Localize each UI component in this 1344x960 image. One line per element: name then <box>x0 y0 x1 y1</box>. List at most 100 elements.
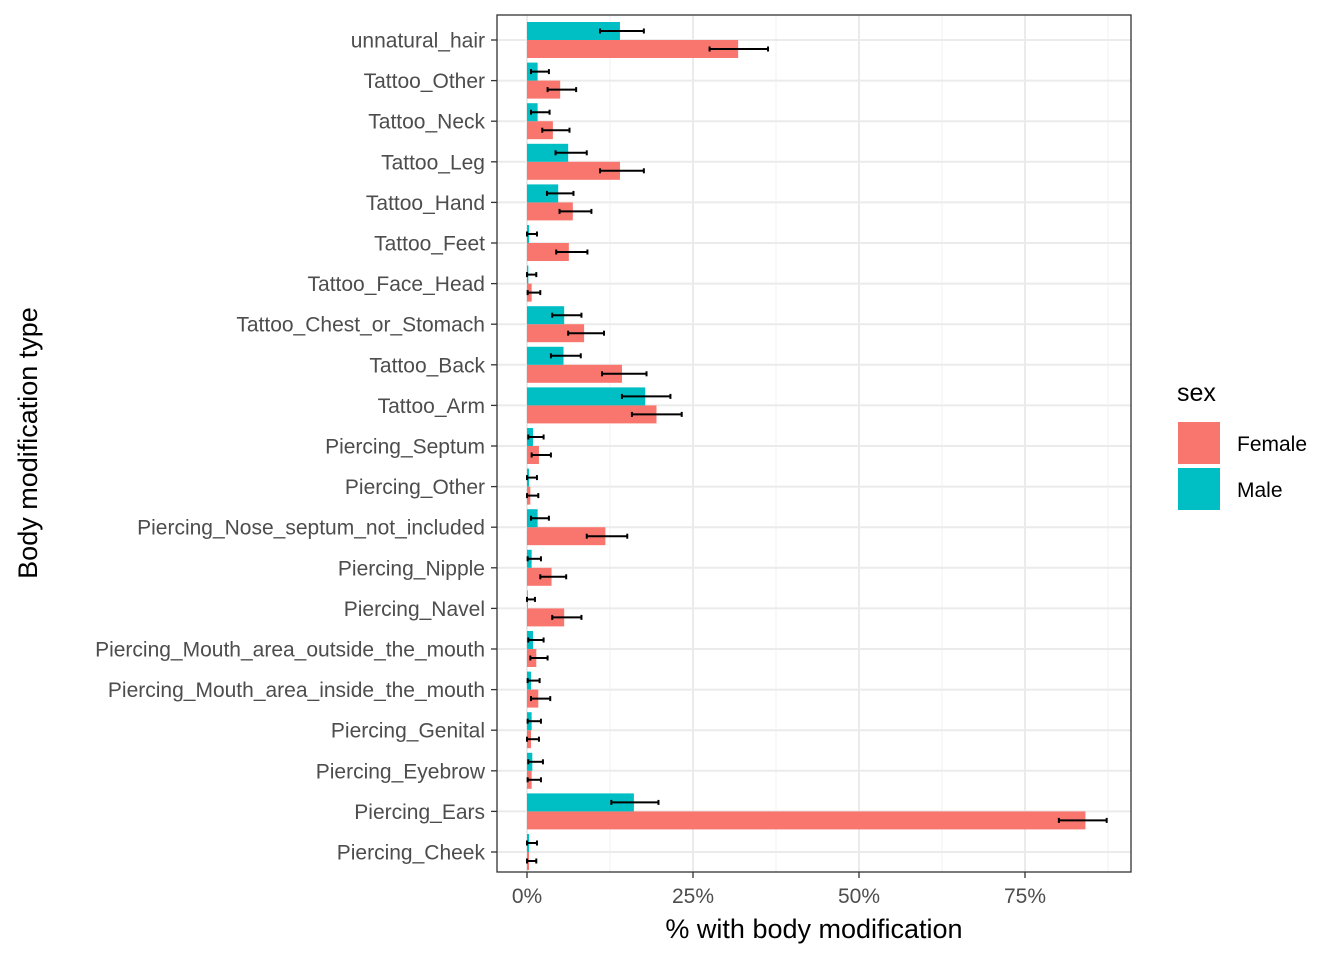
bar-male-unnatural-hair <box>527 22 620 40</box>
errorbar-male-piercing-mouth-area-outside-the-mouth <box>527 637 545 643</box>
errorbar-male-piercing-genital <box>526 718 542 724</box>
y-tick-label-piercing-other: Piercing_Other <box>345 476 485 499</box>
y-tick-label-tattoo-face-head: Tattoo_Face_Head <box>308 273 485 296</box>
errorbar-female-piercing-other <box>526 493 540 499</box>
panel-background <box>497 15 1131 872</box>
y-tick-label-piercing-nipple: Piercing_Nipple <box>338 557 485 580</box>
errorbar-female-tattoo-back <box>601 371 648 377</box>
errorbar-male-piercing-nipple <box>526 556 542 562</box>
errorbar-female-tattoo-leg <box>599 168 645 174</box>
y-tick-label-tattoo-arm: Tattoo_Arm <box>378 395 485 418</box>
errorbar-female-piercing-navel <box>551 614 583 620</box>
errorbar-female-tattoo-other <box>546 87 578 93</box>
errorbar-male-tattoo-other <box>529 69 550 75</box>
errorbar-male-tattoo-arm <box>620 393 672 399</box>
errorbar-male-tattoo-neck <box>529 109 551 115</box>
x-tick-label: 50% <box>838 885 880 908</box>
y-tick-label-tattoo-hand: Tattoo_Hand <box>366 192 485 215</box>
legend-label-male: Male <box>1237 479 1283 502</box>
errorbar-layer <box>526 28 1108 864</box>
errorbar-male-piercing-septum <box>527 434 545 440</box>
errorbar-male-piercing-ears <box>610 799 660 805</box>
y-tick-label-unnatural-hair: unnatural_hair <box>351 30 485 53</box>
errorbar-male-piercing-cheek <box>526 840 538 846</box>
x-axis: 0% 25% 50% 75% <box>512 872 1046 908</box>
errorbar-female-tattoo-hand <box>558 208 593 214</box>
bar-male-piercing-ears <box>527 793 634 812</box>
bar-female-tattoo-neck <box>527 121 553 140</box>
errorbar-male-unnatural-hair <box>599 28 645 34</box>
errorbar-female-piercing-cheek <box>526 858 538 864</box>
errorbar-female-piercing-septum <box>530 452 552 458</box>
bar-female-piercing-nose-septum-not-included <box>527 527 606 546</box>
errorbar-male-tattoo-chest-or-stomach <box>551 312 583 318</box>
y-tick-label-piercing-septum: Piercing_Septum <box>325 436 485 459</box>
panel-border <box>496 14 1132 873</box>
errorbar-male-piercing-eyebrow <box>527 759 544 765</box>
errorbar-female-tattoo-feet <box>555 249 589 255</box>
errorbar-female-tattoo-chest-or-stomach <box>567 330 606 336</box>
errorbar-female-piercing-genital <box>526 736 540 742</box>
legend-key-male <box>1178 468 1220 510</box>
legend-label-female: Female <box>1237 433 1307 456</box>
errorbar-female-tattoo-arm <box>630 411 683 417</box>
legend-title: sex <box>1177 379 1216 407</box>
errorbar-male-tattoo-face-head <box>526 272 538 278</box>
y-axis-title: Body modification type <box>13 307 43 579</box>
y-tick-label-piercing-cheek: Piercing_Cheek <box>337 842 486 865</box>
legend: sex Female Male <box>1177 379 1307 510</box>
errorbar-male-tattoo-back <box>549 353 582 359</box>
errorbar-male-piercing-nose-septum-not-included <box>529 515 550 521</box>
y-tick-label-piercing-mouth-area-inside-the-mouth: Piercing_Mouth_area_inside_the_mouth <box>108 679 485 702</box>
y-tick-label-piercing-navel: Piercing_Navel <box>344 598 485 621</box>
bar-female-tattoo-back <box>527 364 622 383</box>
errorbar-male-tattoo-leg <box>554 150 588 156</box>
y-tick-label-piercing-mouth-area-outside-the-mouth: Piercing_Mouth_area_outside_the_mouth <box>95 639 485 662</box>
y-tick-label-tattoo-leg: Tattoo_Leg <box>381 151 485 174</box>
bar-female-tattoo-feet <box>527 243 569 261</box>
x-tick-label: 0% <box>512 885 542 908</box>
x-tick-label: 75% <box>1004 885 1046 908</box>
bar-female-piercing-ears <box>527 811 1086 830</box>
errorbar-male-piercing-mouth-area-inside-the-mouth <box>526 678 541 684</box>
bar-male-tattoo-arm <box>527 387 646 406</box>
errorbar-female-piercing-mouth-area-inside-the-mouth <box>529 696 552 702</box>
y-tick-label-piercing-genital: Piercing_Genital <box>331 720 485 743</box>
x-axis-title: % with body modification <box>665 914 962 944</box>
errorbar-female-piercing-nipple <box>539 574 568 580</box>
bar-female-tattoo-arm <box>527 405 657 424</box>
y-tick-label-tattoo-other: Tattoo_Other <box>364 70 485 93</box>
errorbar-female-piercing-eyebrow <box>526 777 542 783</box>
y-tick-label-piercing-ears: Piercing_Ears <box>354 801 485 824</box>
bar-female-unnatural-hair <box>527 40 739 58</box>
errorbar-female-tattoo-face-head <box>526 290 542 296</box>
y-tick-label-tattoo-neck: Tattoo_Neck <box>368 111 485 134</box>
errorbar-female-piercing-nose-septum-not-included <box>585 533 629 539</box>
y-tick-label-tattoo-feet: Tattoo_Feet <box>374 233 485 256</box>
y-tick-label-piercing-nose-septum-not-included: Piercing_Nose_septum_not_included <box>137 517 485 540</box>
y-tick-label-tattoo-chest-or-stomach: Tattoo_Chest_or_Stomach <box>236 314 485 337</box>
bar-female-tattoo-hand <box>527 202 573 221</box>
bar-female-piercing-navel <box>527 608 565 627</box>
errorbar-female-tattoo-neck <box>541 127 571 133</box>
bar-female-tattoo-leg <box>527 161 620 180</box>
errorbar-female-piercing-ears <box>1057 817 1108 823</box>
errorbar-male-piercing-navel <box>526 596 536 602</box>
legend-key-female <box>1178 422 1220 464</box>
errorbar-male-piercing-other <box>526 475 538 481</box>
y-tick-label-tattoo-back: Tattoo_Back <box>369 354 485 377</box>
errorbar-female-piercing-mouth-area-outside-the-mouth <box>529 655 549 661</box>
y-tick-label-piercing-eyebrow: Piercing_Eyebrow <box>316 760 486 783</box>
bar-female-tattoo-other <box>527 80 561 99</box>
errorbar-female-unnatural-hair <box>708 46 770 52</box>
bar-male-tattoo-back <box>527 346 564 365</box>
bar-male-tattoo-chest-or-stomach <box>527 306 565 325</box>
errorbar-male-tattoo-feet <box>526 231 538 237</box>
x-tick-label: 25% <box>672 885 714 908</box>
y-axis: unnatural_hair Tattoo_Other Tattoo_Neck Tat… <box>95 30 497 865</box>
errorbar-male-tattoo-hand <box>545 190 575 196</box>
bar-male-tattoo-hand <box>527 184 559 203</box>
bar-male-tattoo-leg <box>527 143 569 162</box>
bar-female-tattoo-chest-or-stomach <box>527 324 585 343</box>
